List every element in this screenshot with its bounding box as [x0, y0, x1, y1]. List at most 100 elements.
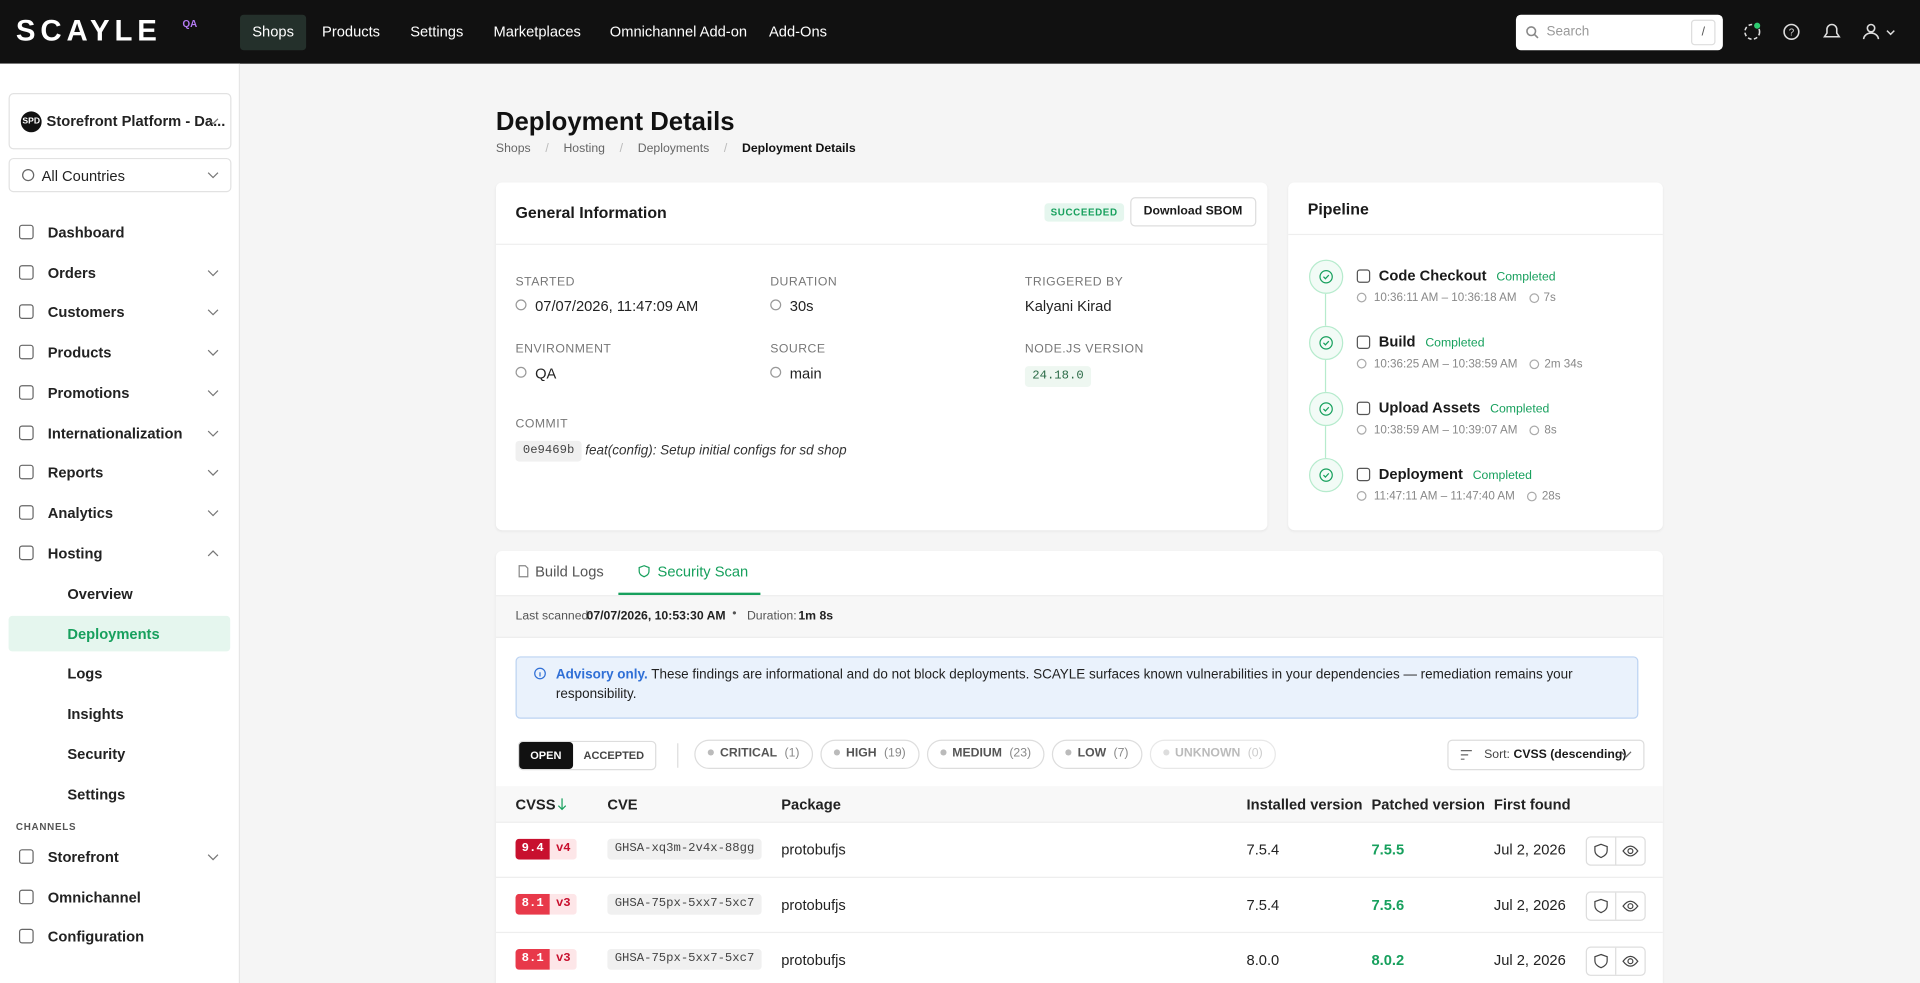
severity-filter[interactable]: LOW (7)	[1051, 739, 1142, 769]
cvss-version: v4	[549, 838, 577, 860]
breadcrumb[interactable]: Deployments	[637, 142, 710, 156]
cvss-version: v3	[549, 893, 577, 915]
view-button[interactable]	[1616, 838, 1644, 865]
nav-item[interactable]: Add-Ons	[768, 23, 827, 41]
sidebar-item[interactable]: Products	[47, 344, 112, 362]
nav-icon	[18, 264, 34, 280]
row-actions	[1585, 946, 1646, 976]
pipeline-card: Pipeline Code Checkout Completed 10:36:11 …	[1288, 182, 1663, 531]
scan-value: 1m 8s	[798, 609, 834, 624]
sidebar-item[interactable]: Internationalization	[47, 424, 183, 442]
severity-count: (19)	[883, 746, 906, 761]
shop-badge: SPD	[20, 111, 42, 133]
brand[interactable]: SCAYLE	[15, 14, 162, 48]
card-title: Pipeline	[1307, 199, 1369, 218]
sidebar-subitem[interactable]: Security	[67, 745, 126, 763]
sort-select[interactable]: Sort: CVSS (descending)	[1447, 739, 1645, 771]
nav-item[interactable]: Settings	[410, 23, 464, 41]
breadcrumb[interactable]: Shops	[495, 142, 531, 156]
accept-button[interactable]	[1587, 837, 1617, 865]
sidebar-item[interactable]: Promotions	[47, 384, 130, 402]
shop-name: Storefront Platform - Da...	[46, 112, 226, 130]
sidebar-item[interactable]: Omnichannel	[47, 888, 141, 906]
chevron	[1620, 751, 1632, 758]
step-time: 10:36:25 AM – 10:38:59 AM	[1373, 357, 1518, 372]
step-row: Upload Assets Completed	[1379, 399, 1550, 416]
download-button[interactable]: Download SBOM	[1130, 197, 1256, 227]
severity-count: (0)	[1247, 746, 1263, 761]
severity-label: UNKNOWN	[1175, 746, 1241, 761]
accept-button[interactable]	[1587, 947, 1617, 975]
clock-icon	[1356, 491, 1367, 501]
severity-count: (1)	[784, 746, 800, 761]
patched-version: 7.5.6	[1371, 896, 1405, 914]
divider	[495, 243, 1268, 245]
cve-id: GHSA-75px-5xx7-5xc7	[607, 948, 762, 970]
commit-hash: 0e9469b	[515, 440, 582, 462]
nav-item[interactable]: Omnichannel Add-on	[609, 23, 748, 41]
sidebar-subitem[interactable]: Overview	[67, 585, 133, 603]
sidebar-item[interactable]: Customers	[47, 304, 125, 322]
status-badge: SUCCEEDED	[1044, 203, 1124, 222]
row-actions	[1585, 891, 1646, 921]
step-name: Code Checkout	[1378, 266, 1487, 285]
tab[interactable]: Build Logs	[535, 563, 604, 581]
eye-icon	[1622, 900, 1639, 912]
chevron	[207, 349, 219, 357]
country-select[interactable]: All Countries	[8, 157, 232, 193]
nav-item[interactable]: Marketplaces	[493, 23, 581, 41]
dot	[940, 749, 947, 756]
separator: /	[723, 142, 728, 156]
sidebar-subitem[interactable]: Logs	[67, 665, 103, 683]
search-box[interactable]: Search /	[1515, 14, 1723, 51]
sidebar-item[interactable]: Configuration	[47, 928, 145, 946]
view-button[interactable]	[1616, 948, 1644, 975]
severity-filter[interactable]: HIGH (19)	[820, 739, 920, 769]
nav-item[interactable]: Products	[322, 23, 381, 41]
shop-select[interactable]: SPD Storefront Platform - Da...	[8, 93, 232, 150]
dot: •	[732, 607, 737, 621]
advisory-body: These findings are informational and do …	[555, 667, 1573, 702]
sidebar-subitem[interactable]: Insights	[67, 705, 124, 723]
advisory-lead: Advisory only.	[555, 667, 648, 683]
sidebar-subitem[interactable]: Settings	[67, 785, 126, 803]
accept-button[interactable]	[1587, 892, 1617, 920]
field-value: main	[789, 364, 822, 383]
severity-count: (7)	[1113, 746, 1129, 761]
active-item-bg	[8, 615, 231, 652]
separator: /	[545, 142, 549, 156]
severity-filter[interactable]: UNKNOWN (0)	[1149, 739, 1277, 769]
sidebar-item[interactable]: Analytics	[47, 504, 114, 522]
step-icon	[1308, 325, 1344, 361]
sidebar-item[interactable]: Orders	[47, 264, 96, 282]
svg-text:?: ?	[1789, 28, 1795, 39]
nav-item-active[interactable]: Shops	[240, 14, 307, 51]
sidebar-item[interactable]: Hosting	[47, 544, 103, 562]
nav-icon	[18, 849, 34, 864]
step-connector	[1324, 293, 1327, 326]
toggle-active[interactable]: OPEN	[519, 742, 573, 769]
country-name: All Countries	[41, 167, 125, 185]
field-icon	[770, 299, 782, 311]
step-row: Build Completed	[1379, 333, 1485, 350]
sidebar-subitem[interactable]: Deployments	[67, 625, 160, 643]
clock-icon	[1356, 292, 1367, 303]
tab-active[interactable]: Security Scan	[657, 563, 749, 581]
sidebar-item[interactable]: Reports	[47, 464, 104, 482]
sidebar-item[interactable]: Storefront	[47, 848, 119, 866]
step-type-icon	[1356, 335, 1371, 349]
severity-filter[interactable]: CRITICAL (1)	[694, 739, 813, 769]
sidebar-item[interactable]: Dashboard	[47, 224, 125, 242]
step-duration: 7s	[1543, 291, 1556, 305]
breadcrumb[interactable]: Hosting	[563, 142, 605, 156]
view-button[interactable]	[1616, 893, 1644, 920]
table-header	[495, 786, 1663, 823]
cvss-score: 9.4	[515, 838, 550, 860]
page-title: Deployment Details	[495, 107, 735, 136]
field-label: NODE.JS VERSION	[1024, 342, 1144, 357]
toggle[interactable]: ACCEPTED	[583, 749, 645, 762]
severity-filter[interactable]: MEDIUM (23)	[926, 739, 1045, 769]
row-border	[495, 876, 1663, 878]
